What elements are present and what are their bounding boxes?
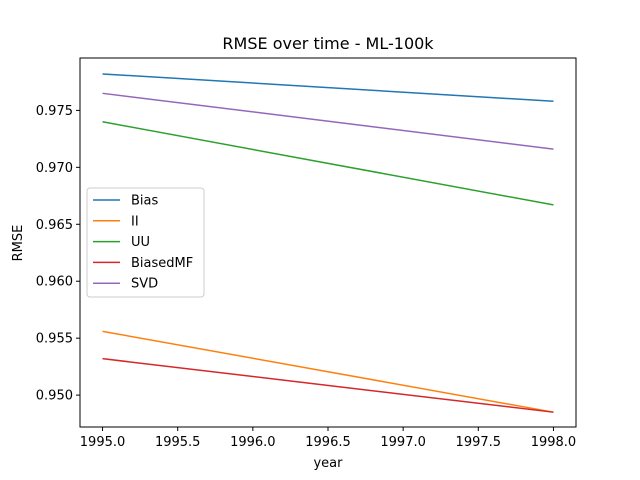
y-tick-label: 0.965 [36, 218, 73, 233]
x-axis-ticks: 1995.0 1995.5 1996.0 1996.5 1997.0 1997.5 1998… [80, 427, 576, 450]
x-tick-label: 1995.0 [80, 435, 126, 450]
y-tick-label: 0.960 [36, 275, 73, 290]
y-tick-label: 0.955 [36, 332, 73, 347]
x-tick-label: 1997.0 [380, 435, 426, 450]
x-tick-label: 1997.5 [456, 435, 502, 450]
series-line-ii [102, 330, 554, 413]
legend-label: Bias [131, 194, 158, 209]
y-axis-label: RMSE [11, 225, 26, 262]
x-tick-label: 1995.5 [155, 435, 201, 450]
y-axis-ticks: 0.950 0.955 0.960 0.965 0.970 0.975 [36, 104, 80, 404]
legend-label: BiasedMF [131, 256, 193, 271]
series-lines [102, 73, 554, 413]
y-tick-label: 0.950 [36, 389, 73, 404]
legend-box [86, 187, 205, 298]
series-line-biasedmf [102, 357, 554, 413]
legend-label: UU [131, 235, 150, 250]
series-line-uu [102, 121, 554, 206]
legend: Bias II UU BiasedMF SVD [86, 187, 205, 298]
x-tick-label: 1998.0 [531, 435, 577, 450]
series-line-svd [102, 92, 554, 150]
chart-title: RMSE over time - ML-100k [222, 34, 434, 53]
x-axis-label: year [313, 456, 343, 471]
y-tick-label: 0.970 [36, 161, 73, 176]
series-line-bias [102, 73, 554, 103]
legend-label: II [131, 214, 139, 229]
legend-label: SVD [131, 277, 158, 292]
y-tick-label: 0.975 [36, 104, 73, 119]
x-tick-label: 1996.0 [230, 435, 276, 450]
x-tick-label: 1996.5 [305, 435, 351, 450]
legend-entries: Bias II UU BiasedMF SVD [93, 194, 193, 292]
